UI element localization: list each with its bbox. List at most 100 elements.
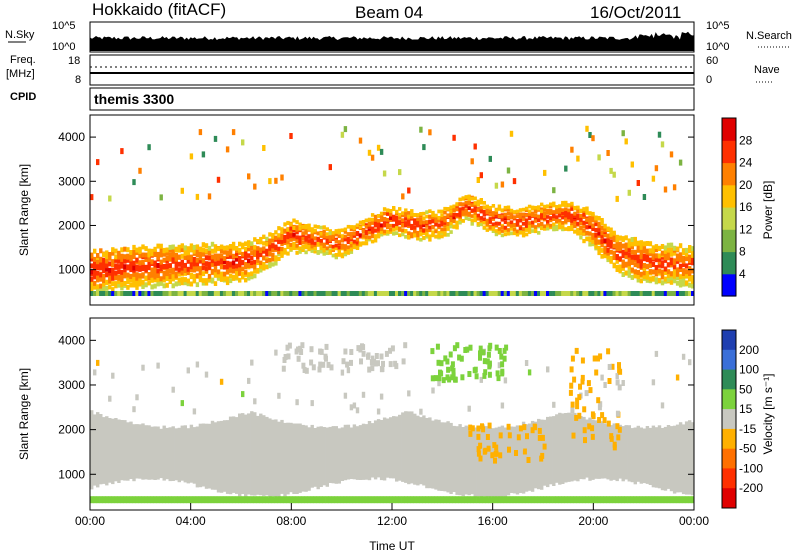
power-cell <box>310 237 314 242</box>
velocity-cell <box>340 427 345 481</box>
power-cell <box>189 272 194 278</box>
power-cell <box>268 232 272 237</box>
power-cell <box>440 213 444 218</box>
power-cell <box>307 223 311 228</box>
power-cell <box>337 249 341 254</box>
velocity-cell <box>328 426 332 483</box>
velocity-cell <box>358 496 363 504</box>
velocity-cell <box>480 423 484 430</box>
velocity-cell <box>374 353 379 359</box>
velocity-cell <box>681 353 686 360</box>
power-cell <box>488 208 492 213</box>
station-title: Hokkaido (fitACF) <box>92 0 226 19</box>
power-cell <box>135 291 139 296</box>
velocity-cell <box>256 415 260 495</box>
power-cell <box>219 259 224 265</box>
power-cell <box>678 243 683 249</box>
power-cell <box>150 291 154 296</box>
velocity-cell <box>609 433 614 440</box>
power-cell <box>177 247 181 253</box>
velocity-cell <box>618 496 622 504</box>
power-cell <box>274 230 278 235</box>
power-cell <box>627 238 631 244</box>
power-cell <box>228 246 233 252</box>
power-cell <box>180 277 184 283</box>
x-tick-label: 00:00 <box>679 514 709 528</box>
power-cell <box>564 227 568 231</box>
velocity-cell <box>346 367 351 374</box>
power-cell <box>669 271 674 277</box>
velocity-cell <box>340 496 345 504</box>
power-cell <box>162 283 166 289</box>
velocity-cell <box>192 496 197 504</box>
power-cell <box>241 139 245 146</box>
power-cell <box>210 248 215 254</box>
power-cell <box>313 241 317 246</box>
power-cell <box>349 225 354 229</box>
power-cell <box>135 272 139 278</box>
velocity-cell <box>376 360 380 367</box>
power-cell <box>316 291 320 296</box>
power-cell <box>630 237 634 242</box>
power-cell <box>663 266 668 272</box>
power-cell <box>334 255 338 260</box>
velocity-cell <box>174 428 178 481</box>
power-cell <box>322 246 326 250</box>
power-cell <box>467 291 471 296</box>
power-cell <box>268 257 272 263</box>
power-cell <box>645 263 650 269</box>
velocity-cell <box>141 423 145 480</box>
velocity-cell <box>530 442 535 449</box>
velocity-cell <box>479 427 483 499</box>
power-cell <box>373 291 378 296</box>
velocity-cell <box>445 358 450 365</box>
velocity-cell <box>675 424 680 493</box>
velocity-cell <box>352 424 357 480</box>
power-cell <box>521 221 526 226</box>
power-cell <box>660 274 665 280</box>
power-cell <box>404 212 408 216</box>
power-cell <box>310 241 314 245</box>
power-cell <box>449 211 453 216</box>
power-cell <box>138 253 142 259</box>
velocity-colorbar-tick: -100 <box>739 461 763 475</box>
power-cell <box>301 236 305 241</box>
power-cell <box>588 231 592 236</box>
power-cell <box>395 220 399 224</box>
velocity-cell <box>645 496 650 504</box>
power-cell <box>434 291 438 296</box>
power-cell <box>552 222 556 227</box>
power-cell <box>476 213 480 218</box>
power-cell <box>455 291 459 296</box>
power-cell <box>654 291 659 296</box>
power-cell <box>262 266 266 271</box>
power-cell <box>289 246 293 251</box>
power-cell <box>325 237 329 242</box>
power-cell <box>669 275 674 281</box>
velocity-cell <box>443 496 447 504</box>
power-cell <box>250 260 254 265</box>
power-cell <box>277 250 281 255</box>
power-cell <box>392 206 396 210</box>
velocity-cell <box>684 496 689 504</box>
power-cell <box>518 212 523 217</box>
velocity-cell <box>648 427 653 485</box>
power-cell <box>392 218 396 222</box>
velocity-cell <box>600 421 604 479</box>
velocity-cell <box>482 432 487 438</box>
power-cell <box>262 246 266 251</box>
power-cell <box>494 211 499 215</box>
power-cell <box>630 267 634 273</box>
power-cell <box>558 213 562 217</box>
velocity-cell <box>482 358 487 365</box>
velocity-cell <box>156 362 160 369</box>
power-cell <box>482 217 486 221</box>
power-cell <box>174 291 178 296</box>
power-cell <box>198 129 203 136</box>
power-cell <box>645 241 650 246</box>
power-cell <box>684 280 689 286</box>
velocity-cell <box>684 421 689 495</box>
power-cell <box>627 264 631 270</box>
power-cell <box>660 244 665 249</box>
velocity-cell <box>195 426 200 488</box>
